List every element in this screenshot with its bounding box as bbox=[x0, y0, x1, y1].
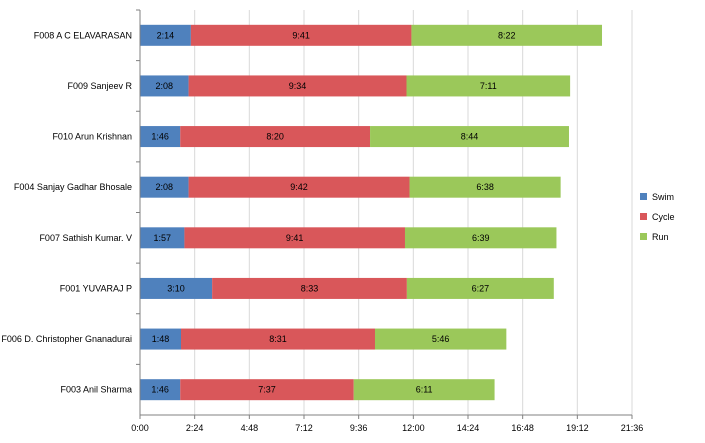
x-tick-label: 7:12 bbox=[295, 423, 313, 433]
legend: Swim Cycle Run bbox=[640, 192, 675, 242]
data-label-run: 6:38 bbox=[476, 182, 494, 192]
data-label-cycle: 7:37 bbox=[258, 385, 276, 395]
category-label: F006 D. Christopher Gnanadurai bbox=[1, 334, 132, 344]
bar-cycle-1 bbox=[188, 75, 407, 97]
data-label-cycle: 9:42 bbox=[290, 182, 308, 192]
data-label-run: 6:11 bbox=[416, 385, 433, 395]
data-label-swim: 2:08 bbox=[156, 81, 174, 91]
bar-run-3 bbox=[409, 176, 561, 198]
data-label-swim: 2:14 bbox=[157, 30, 175, 40]
bar-cycle-7 bbox=[180, 379, 354, 401]
x-tick-label: 16:48 bbox=[511, 423, 534, 433]
data-label-cycle: 8:20 bbox=[266, 132, 284, 142]
legend-swatch-swim bbox=[640, 193, 647, 200]
bar-run-4 bbox=[404, 227, 557, 249]
bar-run-5 bbox=[406, 277, 554, 299]
bar-run-1 bbox=[406, 75, 571, 97]
legend-label-run: Run bbox=[652, 232, 669, 242]
bar-cycle-3 bbox=[188, 176, 410, 198]
data-label-run: 5:46 bbox=[432, 334, 450, 344]
bar-swim-4 bbox=[140, 227, 185, 249]
bars: 2:14 9:41 8:22 2:08 9:34 7:11 1:46 8:20 8:44 2:08… bbox=[140, 24, 603, 401]
legend-label-cycle: Cycle bbox=[652, 212, 675, 222]
data-label-run: 8:44 bbox=[461, 132, 479, 142]
data-label-run: 7:11 bbox=[480, 81, 497, 91]
bar-swim-7 bbox=[140, 379, 181, 401]
x-tick-label: 9:36 bbox=[350, 423, 368, 433]
bar-cycle-4 bbox=[184, 227, 405, 249]
category-label: F009 Sanjeev R bbox=[67, 81, 132, 91]
bar-run-0 bbox=[411, 24, 603, 46]
category-label: F003 Anil Sharma bbox=[60, 385, 132, 395]
axes: 0:00 2:24 4:48 7:12 9:36 12:00 14:24 16:48 19:12… bbox=[1, 9, 644, 433]
bar-cycle-2 bbox=[180, 126, 371, 148]
data-label-swim: 1:48 bbox=[152, 334, 170, 344]
gridlines bbox=[194, 10, 633, 415]
category-label: F004 Sanjay Gadhar Bhosale bbox=[14, 182, 132, 192]
x-tick-label: 14:24 bbox=[457, 423, 480, 433]
bar-run-6 bbox=[374, 328, 507, 350]
category-label: F008 A C ELAVARASAN bbox=[34, 30, 132, 40]
data-label-cycle: 9:41 bbox=[286, 233, 304, 243]
x-tick-label: 21:36 bbox=[621, 423, 644, 433]
data-label-run: 6:39 bbox=[472, 233, 490, 243]
x-tick-label: 12:00 bbox=[402, 423, 425, 433]
bar-swim-5 bbox=[140, 277, 213, 299]
category-label: F001 YUVARAJ P bbox=[60, 283, 132, 293]
bar-run-2 bbox=[370, 126, 569, 148]
data-label-run: 8:22 bbox=[498, 30, 516, 40]
bar-swim-1 bbox=[140, 75, 189, 97]
bar-swim-0 bbox=[140, 24, 191, 46]
data-label-cycle: 8:31 bbox=[269, 334, 287, 344]
data-label-swim: 1:46 bbox=[151, 385, 169, 395]
x-tick-label: 2:24 bbox=[186, 423, 204, 433]
bar-cycle-6 bbox=[181, 328, 375, 350]
data-label-cycle: 8:33 bbox=[301, 283, 319, 293]
bar-run-7 bbox=[353, 379, 495, 401]
category-label: F007 Sathish Kumar. V bbox=[39, 233, 132, 243]
bar-swim-2 bbox=[140, 126, 181, 148]
data-label-swim: 1:46 bbox=[151, 132, 169, 142]
data-label-swim: 1:57 bbox=[153, 233, 171, 243]
data-label-swim: 2:08 bbox=[156, 182, 174, 192]
x-tick-label: 19:12 bbox=[566, 423, 589, 433]
category-label: F010 Arun Krishnan bbox=[52, 132, 132, 142]
bar-cycle-0 bbox=[190, 24, 412, 46]
legend-label-swim: Swim bbox=[652, 192, 674, 202]
data-label-cycle: 9:41 bbox=[292, 30, 310, 40]
bar-swim-6 bbox=[140, 328, 181, 350]
bar-swim-3 bbox=[140, 176, 189, 198]
x-tick-label: 0:00 bbox=[131, 423, 149, 433]
bar-cycle-5 bbox=[212, 277, 407, 299]
data-label-cycle: 9:34 bbox=[289, 81, 307, 91]
x-tick-label: 4:48 bbox=[241, 423, 259, 433]
data-label-run: 6:27 bbox=[472, 283, 490, 293]
legend-swatch-cycle bbox=[640, 213, 647, 220]
data-label-swim: 3:10 bbox=[167, 283, 185, 293]
legend-swatch-run bbox=[640, 233, 647, 240]
